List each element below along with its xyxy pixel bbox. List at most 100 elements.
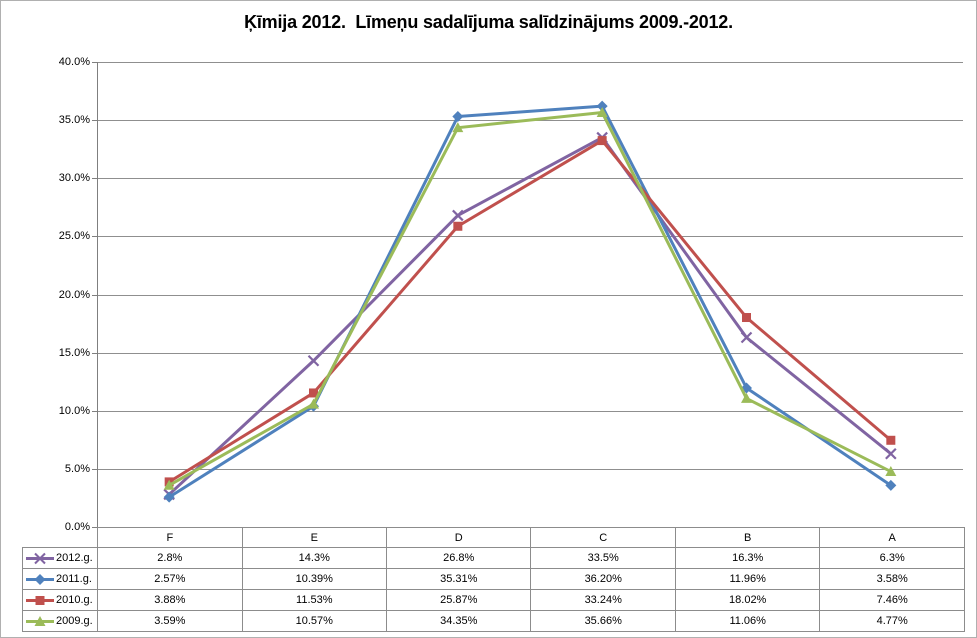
table-row: 2012.g. 2.8% 14.3% 26.8% 33.5% 16.3% 6.3% [21, 547, 965, 569]
value-cell: 3.58% [819, 568, 965, 590]
value-cell: 26.8% [386, 547, 532, 569]
series-marker-x [307, 354, 320, 367]
series-marker-x [885, 447, 897, 460]
series-marker-triangle [34, 615, 46, 626]
series-marker-triangle [452, 122, 464, 133]
y-axis-tick [92, 411, 97, 412]
gridline [97, 469, 963, 470]
legend-cell: 2009.g. [21, 610, 99, 632]
chart-title: Ķīmija 2012. Līmeņu sadalījuma salīdzinā… [244, 12, 733, 32]
legend-cell: 2012.g. [21, 547, 99, 569]
category-header-B: B [674, 527, 821, 548]
value-cell: 7.46% [819, 589, 965, 611]
value-cell: 18.02% [674, 589, 821, 611]
value-cell: 35.66% [530, 610, 676, 632]
value-cell: 3.59% [97, 610, 243, 632]
legend-cell: 2011.g. [21, 568, 99, 590]
y-axis-tick [92, 353, 97, 354]
series-marker-x [885, 447, 897, 460]
series-marker-x [34, 552, 46, 564]
value-cell: 35.31% [386, 568, 532, 590]
value-cell: 10.57% [241, 610, 388, 632]
series-marker-triangle [596, 106, 608, 117]
value-cell: 3.88% [97, 589, 243, 611]
series-marker-x [596, 131, 608, 144]
series-marker-x [740, 331, 753, 344]
y-axis-tick [92, 469, 97, 470]
series-2012g [163, 131, 897, 501]
y-axis [97, 62, 98, 527]
series-marker-triangle [741, 392, 752, 403]
series-marker-diamond [163, 491, 175, 503]
y-axis-tick-label: 0.0% [64, 521, 90, 533]
legend-key-icon [26, 595, 54, 605]
gridline [97, 411, 963, 412]
value-cell: 36.20% [530, 568, 676, 590]
series-marker-square [309, 388, 318, 398]
y-axis-tick [92, 178, 97, 179]
table-row: 2011.g. 2.57% 10.39% 35.31% 36.20% 11.96% 3.58… [21, 568, 965, 590]
y-axis-tick [92, 295, 97, 296]
legend-label: 2009.g. [56, 615, 93, 627]
legend-label: 2010.g. [56, 594, 93, 606]
value-cell: 4.77% [819, 610, 965, 632]
series-marker-square [742, 313, 751, 323]
series-marker-square [597, 136, 607, 146]
series-marker-x [740, 331, 753, 344]
series-marker-diamond [596, 100, 608, 112]
value-cell: 11.96% [674, 568, 821, 590]
series-marker-x [452, 209, 464, 222]
y-axis-tick-label: 5.0% [64, 463, 90, 475]
table-corner-blank [23, 528, 98, 548]
gridline [97, 120, 963, 121]
series-line [168, 139, 892, 484]
series-marker-x [163, 488, 175, 501]
category-header-C: C [530, 527, 676, 548]
series-line [168, 110, 892, 487]
y-axis-tick [92, 236, 97, 237]
legend-label: 2012.g. [56, 552, 93, 564]
gridline [97, 178, 963, 179]
category-header-F: F [97, 527, 243, 548]
data-table: F E D C B A 2012.g. 2.8% 14.3% 26.8% 33.5% 16.3% 6.3… [21, 527, 965, 632]
series-line [168, 104, 892, 499]
legend-key-icon [26, 552, 54, 564]
series-2010g [164, 136, 896, 487]
y-axis-tick-label: 25.0% [58, 230, 90, 242]
gridline [97, 295, 963, 296]
gridline [97, 62, 963, 63]
value-cell: 11.53% [241, 589, 388, 611]
value-cell: 2.57% [97, 568, 243, 590]
y-axis-tick-label: 30.0% [58, 172, 90, 184]
gridline [97, 236, 963, 237]
y-axis-tick [92, 120, 97, 121]
y-axis-tick-label: 10.0% [58, 405, 90, 417]
series-line [168, 136, 892, 496]
series-marker-x [596, 131, 608, 144]
value-cell: 34.35% [386, 610, 532, 632]
series-2011g [163, 100, 897, 503]
value-cell: 33.5% [530, 547, 676, 569]
y-axis-tick [92, 62, 97, 63]
value-cell: 33.24% [530, 589, 676, 611]
series-marker-triangle [163, 479, 175, 490]
table-row: 2009.g. 3.59% 10.57% 34.35% 35.66% 11.06% 4.77… [21, 610, 965, 632]
y-axis-tick-label: 20.0% [58, 289, 90, 301]
legend-key-icon [26, 573, 54, 585]
series-marker-x [307, 354, 320, 367]
legend-cell: 2010.g. [21, 589, 99, 611]
value-cell: 11.06% [674, 610, 821, 632]
table-row: 2010.g. 3.88% 11.53% 25.87% 33.24% 18.02% 7.46… [21, 589, 965, 611]
series-marker-x [452, 209, 464, 222]
series-marker-square [886, 435, 896, 445]
y-axis-tick-label: 40.0% [58, 56, 90, 68]
series-marker-square [35, 595, 45, 605]
series-marker-triangle [308, 398, 319, 409]
y-axis-tick-label: 15.0% [58, 347, 90, 359]
value-cell: 14.3% [241, 547, 388, 569]
y-axis-tick-label: 35.0% [58, 114, 90, 126]
series-marker-diamond [741, 382, 752, 394]
category-header-D: D [386, 527, 532, 548]
value-cell: 25.87% [386, 589, 532, 611]
series-marker-x [163, 488, 175, 501]
